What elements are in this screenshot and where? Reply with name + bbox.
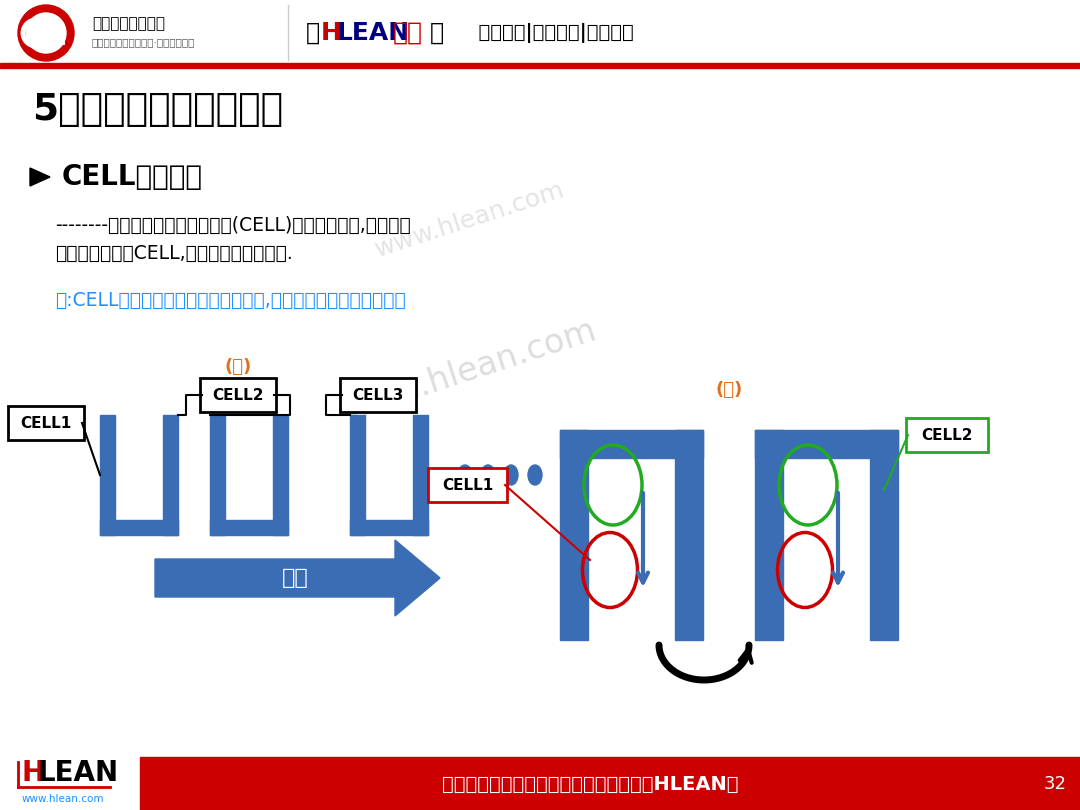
Bar xyxy=(350,415,365,535)
Text: H: H xyxy=(22,759,45,787)
Text: CELL生产方式: CELL生产方式 xyxy=(62,163,203,191)
Text: LEAN: LEAN xyxy=(37,759,118,787)
Text: 5．柔性生产方式的种类: 5．柔性生产方式的种类 xyxy=(32,92,283,128)
Ellipse shape xyxy=(504,465,518,485)
Text: 中国先进精益管理体系·智能制造系统: 中国先进精益管理体系·智能制造系统 xyxy=(92,37,195,47)
Bar xyxy=(0,757,1080,810)
Ellipse shape xyxy=(481,465,495,485)
Text: 精益生产|智能制造|管理前沿: 精益生产|智能制造|管理前沿 xyxy=(465,23,634,43)
Bar xyxy=(350,520,428,535)
Bar xyxy=(100,520,178,535)
Bar xyxy=(140,757,1080,810)
Text: 复制: 复制 xyxy=(282,568,309,588)
Text: 32: 32 xyxy=(1043,775,1067,793)
Ellipse shape xyxy=(458,465,472,485)
Bar xyxy=(755,430,897,458)
Circle shape xyxy=(18,5,75,61)
Bar xyxy=(163,415,178,535)
Text: 【: 【 xyxy=(306,21,320,45)
FancyBboxPatch shape xyxy=(200,378,276,412)
Bar xyxy=(870,430,897,640)
Text: (一): (一) xyxy=(225,358,252,376)
Text: www.hlean.com: www.hlean.com xyxy=(339,313,600,427)
Bar xyxy=(561,430,703,458)
Bar xyxy=(273,415,288,535)
FancyBboxPatch shape xyxy=(8,406,84,440)
Polygon shape xyxy=(30,168,50,186)
FancyBboxPatch shape xyxy=(340,378,416,412)
Text: H: H xyxy=(321,21,342,45)
Bar xyxy=(413,415,428,535)
Text: www.hlean.com: www.hlean.com xyxy=(373,178,568,262)
Bar xyxy=(675,430,703,640)
Text: www.hlean.com: www.hlean.com xyxy=(22,794,105,804)
Text: 市场变化复制该CELL,以同样方式进行生产.: 市场变化复制该CELL,以同样方式进行生产. xyxy=(55,244,293,262)
Bar xyxy=(755,430,783,640)
Bar xyxy=(0,63,1080,68)
Bar xyxy=(210,415,225,535)
Text: 学堂: 学堂 xyxy=(393,21,423,45)
Text: 】: 】 xyxy=(430,21,444,45)
Ellipse shape xyxy=(528,465,542,485)
Text: 注:CELL可以是人员与生产资料的组合,也可以是单纯的人员组成。: 注:CELL可以是人员与生产资料的组合,也可以是单纯的人员组成。 xyxy=(55,291,406,309)
Bar xyxy=(100,415,114,535)
Text: CELL2: CELL2 xyxy=(921,428,973,442)
Text: CELL2: CELL2 xyxy=(213,387,264,403)
Text: CELL1: CELL1 xyxy=(21,416,71,430)
Bar xyxy=(210,520,288,535)
FancyBboxPatch shape xyxy=(428,468,507,502)
Bar xyxy=(561,430,588,640)
Text: 精益生产促进中心: 精益生产促进中心 xyxy=(92,16,165,32)
Text: 做行业标杆，找精弘益；要幸福高效，用HLEAN！: 做行业标杆，找精弘益；要幸福高效，用HLEAN！ xyxy=(442,774,739,794)
Text: (二): (二) xyxy=(715,381,743,399)
Polygon shape xyxy=(156,540,440,616)
Text: CELL1: CELL1 xyxy=(443,478,494,492)
FancyBboxPatch shape xyxy=(906,418,988,452)
Text: CELL3: CELL3 xyxy=(352,387,404,403)
Text: LEAN: LEAN xyxy=(337,21,410,45)
Text: --------选定一个最小单位生产量(CELL)进行工序设定,然后根据: --------选定一个最小单位生产量(CELL)进行工序设定,然后根据 xyxy=(55,215,410,235)
Circle shape xyxy=(26,13,66,53)
Bar xyxy=(0,0,1080,68)
